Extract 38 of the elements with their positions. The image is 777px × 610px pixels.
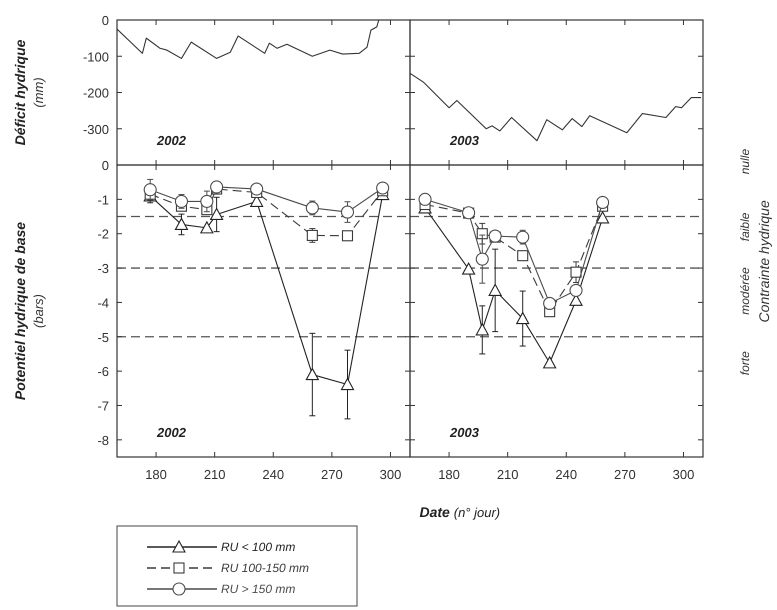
y2-axis-title: Contrainte hydrique <box>756 200 772 322</box>
x-tick-label: 270 <box>321 467 343 482</box>
x-tick-label: 240 <box>262 467 284 482</box>
x-tick-label: 300 <box>380 467 402 482</box>
y-tick-label: -300 <box>82 122 109 137</box>
y-tick-label: 0 <box>102 13 109 28</box>
y-tick-label: -7 <box>97 398 109 414</box>
y-tick-label: 0 <box>102 158 109 173</box>
text: RU 100-150 mm <box>221 561 310 575</box>
x-tick-label: 240 <box>555 467 578 482</box>
text: RU < 100 mm <box>221 540 296 554</box>
y-tick-label: -3 <box>97 261 109 276</box>
y-tick-label: -2 <box>97 226 109 242</box>
x-tick-label: 180 <box>145 467 167 482</box>
x-axis-title: Date (n° jour) <box>419 504 500 520</box>
text: RU > 150 mm <box>221 582 296 596</box>
y-tick-label: -8 <box>97 432 109 448</box>
y-tick-label: -200 <box>82 86 109 100</box>
x-tick-label: 300 <box>672 467 694 482</box>
text: modérée <box>738 267 752 315</box>
text: nulle <box>738 148 752 174</box>
text: faible <box>738 212 752 242</box>
y-tick-label: -1 <box>97 192 109 208</box>
y-tick-label: -100 <box>82 49 109 64</box>
y-tick-label: -4 <box>97 295 109 310</box>
y-axis-title: Potentiel hydrique de base (bars) <box>12 222 46 400</box>
y-axis-title: Déficit hydrique (mm) <box>12 39 46 146</box>
annotation: 2002 <box>156 425 187 440</box>
annotation: 2003 <box>449 425 480 440</box>
text: forte <box>738 350 752 376</box>
x-tick-label: 210 <box>204 467 226 482</box>
y-tick-label: -6 <box>97 364 109 380</box>
x-tick-label: 210 <box>496 467 519 482</box>
x-tick-label: 270 <box>614 467 636 482</box>
y-tick-label: -5 <box>97 330 109 345</box>
annotation: 2003 <box>449 133 480 148</box>
x-tick-label: 180 <box>438 467 460 482</box>
annotation: 2002 <box>156 133 187 148</box>
